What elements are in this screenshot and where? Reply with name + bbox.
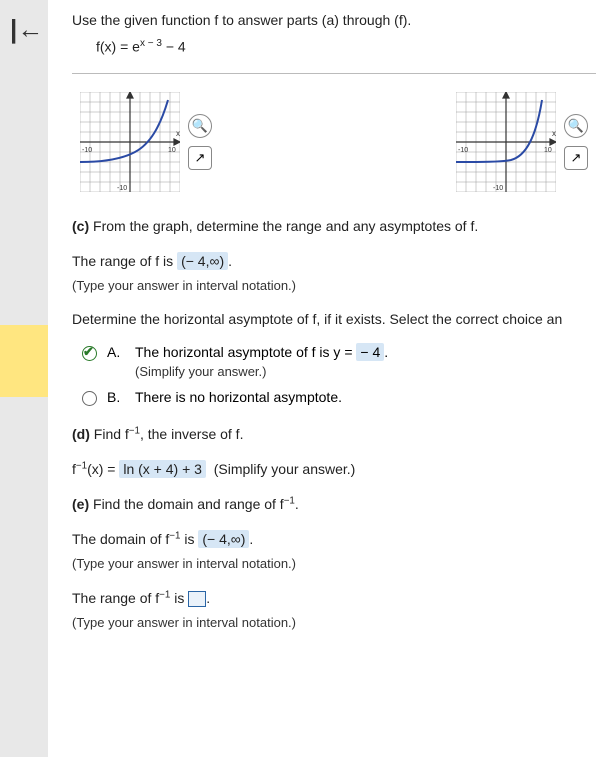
erange-input[interactable]: [188, 591, 206, 607]
choice-b-letter: B.: [107, 389, 125, 405]
part-d-answer: f−1(x) = ln (x + 4) + 3 (Simplify your a…: [72, 459, 596, 480]
part-e-domain: The domain of f−1 is (− 4,∞). (Type your…: [72, 529, 596, 574]
erange-prefix: The range of f−1 is: [72, 590, 184, 606]
choice-b[interactable]: B. There is no horizontal asymptote.: [82, 389, 596, 406]
x-label: x: [552, 129, 556, 138]
zoom-icon[interactable]: 🔍: [188, 114, 212, 138]
part-d-prompt: Find f−1, the inverse of f.: [94, 426, 244, 442]
choice-a[interactable]: A. The horizontal asymptote of f is y = …: [82, 344, 596, 379]
expand-icon[interactable]: ↗: [564, 146, 588, 170]
erange-hint: (Type your answer in interval notation.): [72, 613, 596, 633]
zoom-icon[interactable]: 🔍: [564, 114, 588, 138]
curve: [456, 100, 542, 162]
graph-right[interactable]: x 10 -10 -10: [456, 92, 556, 192]
part-d-suffix: (Simplify your answer.): [214, 461, 356, 477]
choice-a-prefix: The horizontal asymptote of f is y =: [135, 344, 353, 360]
choice-a-subhint: (Simplify your answer.): [135, 364, 596, 379]
domain-suffix: .: [249, 531, 253, 547]
range-suffix: .: [228, 253, 232, 269]
erange-suffix: .: [206, 590, 210, 606]
part-c-label: (c): [72, 218, 89, 234]
part-c-range: The range of f is (− 4,∞). (Type your an…: [72, 251, 596, 296]
intro-text: Use the given function f to answer parts…: [72, 12, 596, 28]
choice-a-suffix: .: [384, 344, 388, 360]
part-e-range: The range of f−1 is . (Type your answer …: [72, 588, 596, 633]
part-d: (d) Find f−1, the inverse of f.: [72, 424, 596, 445]
range-answer[interactable]: (− 4,∞): [177, 252, 228, 270]
part-d-value[interactable]: ln (x + 4) + 3: [119, 460, 206, 478]
part-c-asymptote-prompt: Determine the horizontal asymptote of f,…: [72, 309, 596, 330]
highlight-tab: [0, 325, 48, 397]
function-def: f(x) = ex − 3 − 4: [96, 38, 596, 55]
question-panel: Use the given function f to answer parts…: [48, 0, 614, 757]
part-e: (e) Find the domain and range of f−1.: [72, 494, 596, 515]
curve: [80, 100, 168, 162]
domain-value[interactable]: (− 4,∞): [198, 530, 249, 548]
range-hint: (Type your answer in interval notation.): [72, 276, 596, 296]
domain-hint: (Type your answer in interval notation.): [72, 554, 596, 574]
radio-a[interactable]: [82, 346, 97, 361]
axis-tick-label: 10: [544, 147, 552, 154]
axis-tick-label: 10: [168, 147, 176, 154]
radio-b[interactable]: [82, 391, 97, 406]
graph-right-block: x 10 -10 -10 🔍 ↗: [456, 92, 588, 192]
axis-tick-label: -10: [493, 185, 503, 192]
axis-tick-label: -10: [82, 147, 92, 154]
part-c: (c) From the graph, determine the range …: [72, 216, 596, 237]
graph-row: x 10 -10 -10 🔍 ↗: [72, 92, 596, 192]
axis-tick-label: -10: [117, 185, 127, 192]
domain-prefix: The domain of f−1 is: [72, 531, 194, 547]
part-d-label: (d): [72, 426, 90, 442]
x-label: x: [176, 129, 180, 138]
graph-left[interactable]: x 10 -10 -10: [80, 92, 180, 192]
back-arrow-button[interactable]: |←: [10, 14, 43, 45]
graph-left-block: x 10 -10 -10 🔍 ↗: [80, 92, 212, 192]
choice-a-value[interactable]: − 4: [356, 343, 384, 361]
divider: [72, 73, 596, 74]
axis-tick-label: -10: [458, 147, 468, 154]
part-e-prompt: Find the domain and range of f−1.: [93, 496, 299, 512]
choice-a-letter: A.: [107, 344, 125, 360]
graph-left-tools: 🔍 ↗: [188, 114, 212, 170]
choice-a-body: The horizontal asymptote of f is y = − 4…: [135, 344, 596, 379]
graph-right-tools: 🔍 ↗: [564, 114, 588, 170]
expand-icon[interactable]: ↗: [188, 146, 212, 170]
range-prefix: The range of f is: [72, 253, 173, 269]
part-c-prompt: From the graph, determine the range and …: [93, 218, 478, 234]
part-e-label: (e): [72, 496, 89, 512]
choice-b-text: There is no horizontal asymptote.: [135, 389, 596, 405]
part-d-prefix: f−1(x) =: [72, 461, 115, 477]
